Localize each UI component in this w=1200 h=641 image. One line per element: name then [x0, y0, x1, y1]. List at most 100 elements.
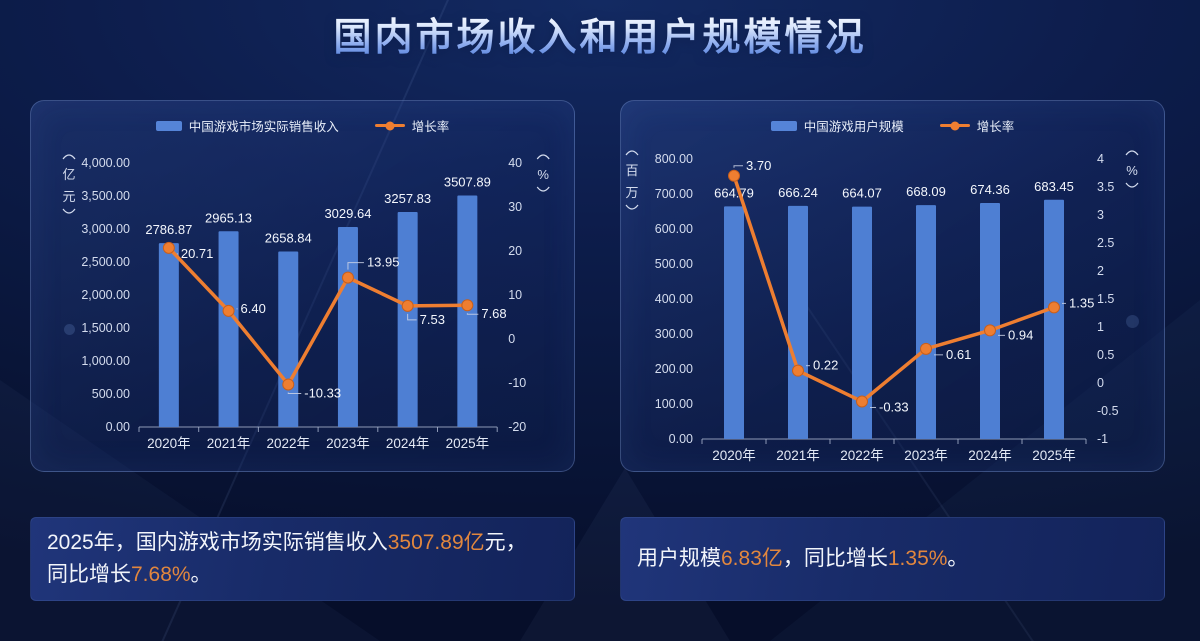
y1-unit-label: 亿 — [62, 167, 75, 182]
line-point — [856, 395, 868, 408]
summary-line: 用户规模6.83亿，同比增长1.35%。 — [637, 543, 1148, 575]
y1-unit-label: 元 — [62, 189, 75, 204]
x-axis-label: 2025年 — [1032, 448, 1076, 463]
y1-tick-label: 3,500.00 — [81, 189, 130, 203]
y2-tick-label: -0.5 — [1097, 404, 1119, 418]
legend-item-bar[interactable]: 中国游戏市场实际销售收入 — [155, 116, 339, 135]
summary-text: 用户规模 — [637, 547, 721, 570]
bar — [788, 205, 808, 439]
page-title: 国内市场收入和用户规模情况 — [0, 6, 1200, 61]
bar-value-label: 666.24 — [778, 185, 818, 200]
y2-tick-label: 2.5 — [1097, 236, 1114, 250]
line-point — [401, 299, 414, 312]
legend-item-line[interactable]: 增长率 — [374, 116, 449, 135]
x-axis-label: 2021年 — [207, 436, 251, 451]
x-axis-label: 2020年 — [712, 448, 756, 463]
bar — [158, 243, 179, 427]
line-point — [728, 169, 740, 182]
bar-value-label: 683.45 — [1034, 179, 1074, 194]
x-axis-label: 2024年 — [386, 436, 430, 451]
y1-tick-label: 0.00 — [106, 420, 130, 434]
x-axis-label: 2022年 — [266, 436, 310, 451]
summary-line: 2025年，国内游戏市场实际销售收入3507.89亿元， — [47, 527, 558, 559]
summary-highlight: 1.35% — [887, 547, 948, 570]
x-axis-label: 2022年 — [840, 448, 884, 463]
line-value-label: 6.40 — [241, 301, 266, 316]
y2-unit-label — [1125, 182, 1139, 188]
y1-tick-label: 200.00 — [655, 362, 693, 376]
line-point — [222, 304, 235, 317]
bar-value-label: 3257.83 — [384, 191, 431, 206]
summary-highlight: 3507.89亿 — [387, 531, 485, 554]
decor-dot — [1126, 315, 1139, 328]
y1-tick-label: 0.00 — [669, 432, 693, 446]
x-axis-label: 2023年 — [326, 436, 370, 451]
bar — [916, 205, 936, 439]
bar — [724, 206, 744, 439]
x-axis-label: 2023年 — [904, 448, 948, 463]
growth-line — [167, 246, 470, 387]
bar-value-label: 2965.13 — [205, 210, 252, 225]
summary-highlight: 7.68% — [131, 563, 191, 586]
legend-item-bar[interactable]: 中国游戏用户规模 — [770, 116, 904, 135]
y2-tick-label: 2 — [1097, 264, 1104, 278]
y1-tick-label: 500.00 — [92, 387, 130, 401]
y1-unit-label: 百 — [625, 163, 638, 178]
y1-tick-label: 2,500.00 — [81, 255, 130, 269]
y2-tick-label: -20 — [508, 420, 526, 434]
summary-text: 。 — [190, 563, 212, 586]
y1-unit-label: 万 — [625, 185, 638, 200]
y2-tick-label: 0.5 — [1097, 348, 1114, 362]
y1-tick-label: 600.00 — [655, 222, 693, 236]
summary-highlight: 6.83亿 — [721, 547, 783, 570]
y2-tick-label: 3.5 — [1097, 180, 1114, 194]
line-point — [282, 378, 295, 391]
y2-unit-label — [536, 154, 550, 160]
label-leader — [287, 392, 302, 394]
line-point — [792, 364, 804, 377]
y1-tick-label: 100.00 — [655, 397, 693, 411]
y2-tick-label: 10 — [508, 288, 522, 302]
line-value-label: 0.94 — [1008, 327, 1033, 342]
line-value-label: 7.53 — [420, 312, 445, 327]
line-value-label: 0.61 — [946, 347, 971, 362]
y1-tick-label: 2,000.00 — [81, 288, 130, 302]
bar — [852, 206, 872, 439]
summary-text: 元， — [484, 531, 527, 554]
legend-label: 增长率 — [976, 120, 1015, 134]
y1-tick-label: 800.00 — [655, 152, 693, 166]
legend-item-line[interactable]: 增长率 — [939, 116, 1015, 135]
bar — [278, 251, 299, 427]
y2-tick-label: 1 — [1097, 320, 1104, 334]
x-axis-label: 2021年 — [776, 448, 820, 463]
y1-unit-label — [625, 150, 639, 156]
line-value-label: 3.70 — [746, 158, 771, 173]
decor-dot — [64, 324, 75, 335]
x-axis-label: 2020年 — [147, 436, 191, 451]
users-chart: 800.00700.00600.00500.00400.00300.00200.… — [625, 150, 1139, 463]
label-leader — [347, 262, 364, 270]
y2-unit-label — [536, 186, 550, 192]
label-leader — [733, 165, 743, 168]
line-swatch-icon — [374, 121, 405, 130]
revenue-chart-legend: 中国游戏市场实际销售收入 增长率 — [31, 116, 574, 135]
y1-tick-label: 300.00 — [655, 327, 693, 341]
y2-unit-label — [1125, 150, 1139, 156]
revenue-chart: 4,000.00 3,500.00 3,000.00 2,500.00 2,000.00… — [62, 154, 550, 451]
y2-tick-label: 0 — [1097, 376, 1104, 390]
bar-value-label: 3507.89 — [444, 174, 491, 189]
y2-tick-label: 20 — [508, 244, 522, 258]
y2-tick-label: 30 — [508, 200, 522, 214]
summary-text: 。 — [947, 547, 969, 570]
bar — [457, 195, 478, 427]
y2-tick-label: 0 — [508, 332, 515, 346]
legend-label: 中国游戏市场实际销售收入 — [188, 120, 339, 134]
y1-tick-label: 500.00 — [655, 257, 693, 271]
users-chart-panel: 中国游戏用户规模 增长率 800.00 700.00 600.00 500.00 400.… — [620, 100, 1165, 472]
bar-swatch-icon — [155, 120, 182, 131]
line-value-label: 13.95 — [367, 255, 400, 270]
summary-text: 同比增长 — [47, 563, 131, 586]
revenue-summary: 2025年，国内游戏市场实际销售收入3507.89亿元， 同比增长7.68%。 — [30, 517, 575, 601]
y2-unit-label: % — [1126, 163, 1138, 178]
y2-tick-label: -10 — [508, 376, 526, 390]
